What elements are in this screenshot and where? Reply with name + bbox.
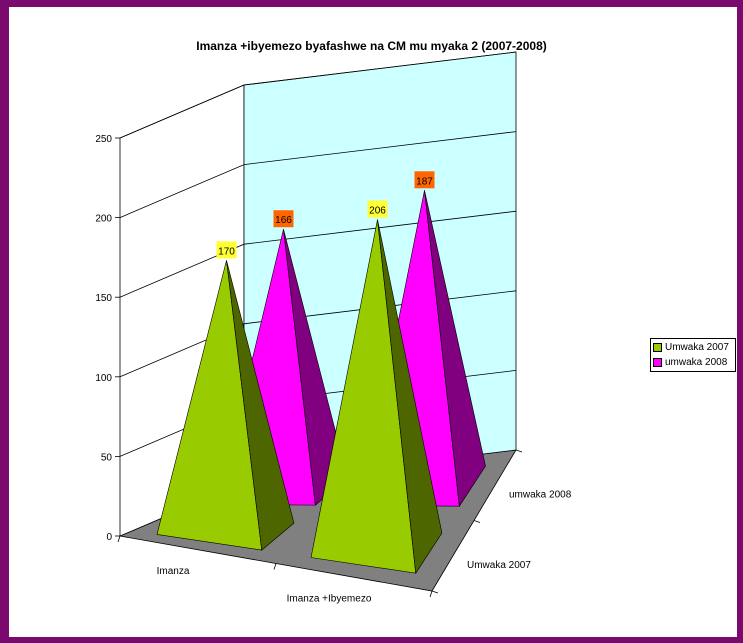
depth-tick-mark — [473, 520, 481, 523]
y-tick-label: 100 — [95, 373, 112, 384]
depth-label: Umwaka 2007 — [467, 560, 531, 571]
y-tick-label: 0 — [106, 532, 112, 543]
legend-swatch-umwaka-2007 — [653, 343, 662, 352]
data-label-bg-umwaka-2008-imanza-ibyemezo — [414, 171, 435, 189]
y-tick-label: 150 — [95, 293, 112, 304]
depth-label: umwaka 2008 — [509, 489, 572, 500]
data-label-umwaka-2007-imanza: 170 — [218, 246, 235, 257]
gridline — [119, 51, 517, 139]
legend-item-umwaka-2008: umwaka 2008 — [653, 355, 733, 370]
data-label-umwaka-2007-imanza-ibyemezo: 206 — [369, 206, 386, 217]
pyramid-side-umwaka-2008-imanza-ibyemezo — [424, 190, 486, 508]
x-tick-mark — [429, 590, 433, 598]
legend-swatch-umwaka-2008 — [653, 358, 662, 367]
legend-item-umwaka-2007: Umwaka 2007 — [653, 340, 733, 355]
pyramid-side-umwaka-2007-imanza — [226, 260, 295, 551]
legend-label-umwaka-2007: Umwaka 2007 — [665, 342, 729, 353]
depth-tick-mark — [515, 449, 523, 453]
depth-tick-mark — [431, 590, 439, 594]
chart-title: Imanza +ibyemezo byafashwe na CM mu myak… — [196, 39, 547, 53]
data-label-bg-umwaka-2007-imanza-ibyemezo — [367, 200, 388, 218]
y-tick-label: 250 — [95, 134, 112, 145]
pyramid-side-umwaka-2007-imanza-ibyemezo — [377, 219, 443, 575]
x-category-label: Imanza — [157, 566, 190, 577]
x-tick-mark — [117, 535, 121, 543]
y-tick-label: 50 — [101, 452, 113, 463]
y-tick-label: 200 — [95, 214, 112, 225]
legend: Umwaka 2007 umwaka 2008 — [650, 338, 736, 372]
x-tick-mark — [273, 563, 277, 570]
legend-label-umwaka-2008: umwaka 2008 — [665, 357, 728, 368]
x-category-label: Imanza +Ibyemezo — [287, 593, 372, 604]
data-label-umwaka-2008-imanza-ibyemezo: 187 — [416, 176, 433, 187]
data-label-bg-umwaka-2008-imanza — [273, 210, 294, 228]
data-label-bg-umwaka-2007-imanza — [216, 241, 237, 259]
gridline — [119, 131, 517, 218]
data-label-umwaka-2008-imanza: 166 — [275, 215, 292, 226]
